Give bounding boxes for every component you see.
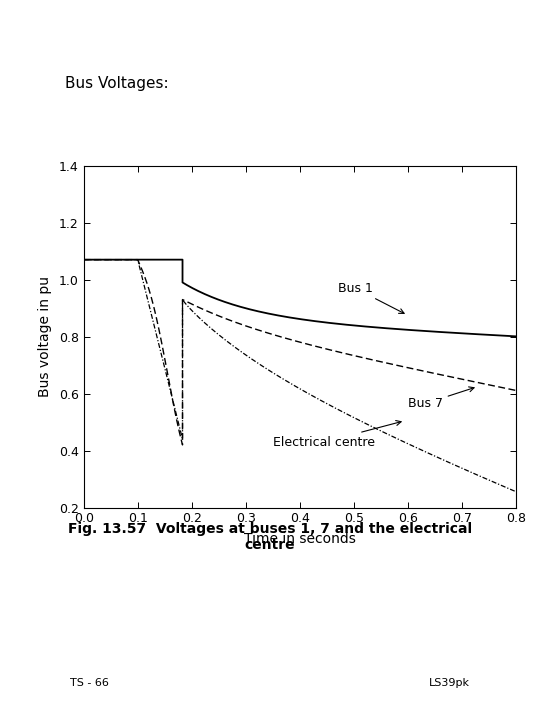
Y-axis label: Bus voltage in pu: Bus voltage in pu <box>38 276 52 397</box>
Text: Bus Voltages:: Bus Voltages: <box>65 76 168 91</box>
Text: Bus 7: Bus 7 <box>408 387 474 410</box>
Text: Fig. 13.57  Voltages at buses 1, 7 and the electrical
centre: Fig. 13.57 Voltages at buses 1, 7 and th… <box>68 522 472 552</box>
Text: LS39pk: LS39pk <box>429 678 470 688</box>
Text: Bus 1: Bus 1 <box>338 282 404 313</box>
X-axis label: Time in seconds: Time in seconds <box>244 532 356 546</box>
Text: Electrical centre: Electrical centre <box>273 420 401 449</box>
Text: TS - 66: TS - 66 <box>70 678 109 688</box>
